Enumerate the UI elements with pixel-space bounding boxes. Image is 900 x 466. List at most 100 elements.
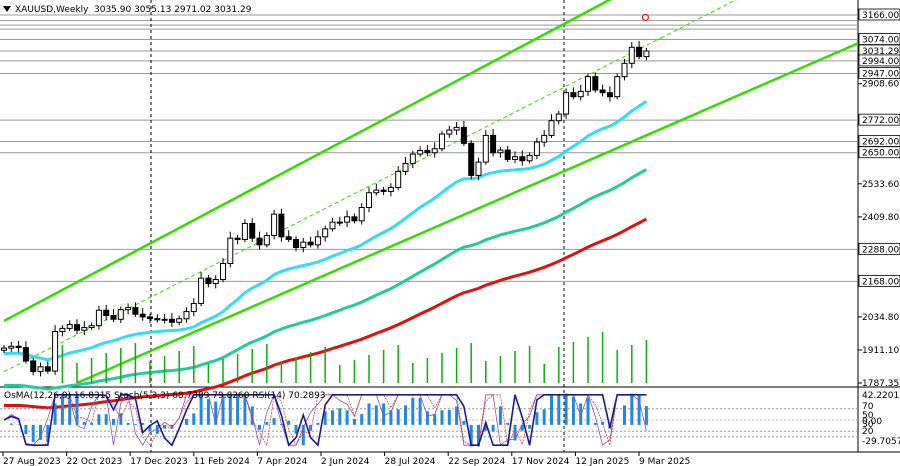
bullish-candle[interactable]: [271, 213, 278, 236]
bullish-candle[interactable]: [643, 50, 650, 58]
bullish-candle[interactable]: [95, 309, 102, 327]
bearish-candle[interactable]: [147, 316, 153, 319]
bullish-candle[interactable]: [59, 327, 66, 333]
bullish-candle[interactable]: [497, 149, 504, 154]
bullish-candle[interactable]: [1, 347, 7, 351]
bearish-candle[interactable]: [278, 213, 285, 238]
bullish-candle[interactable]: [220, 263, 226, 281]
bearish-candle[interactable]: [234, 237, 241, 240]
bullish-candle[interactable]: [117, 309, 124, 320]
bearish-candle[interactable]: [490, 134, 497, 154]
bullish-candle[interactable]: [8, 345, 15, 349]
bullish-candle[interactable]: [125, 307, 132, 311]
bullish-candle[interactable]: [329, 221, 336, 230]
price-tick-label: 2692.00: [862, 138, 899, 148]
bullish-candle[interactable]: [628, 46, 635, 64]
bullish-candle[interactable]: [241, 222, 248, 240]
bearish-candle[interactable]: [424, 150, 431, 154]
bearish-candle[interactable]: [285, 236, 292, 240]
bearish-candle[interactable]: [154, 317, 161, 321]
bearish-candle[interactable]: [74, 324, 80, 331]
bullish-candle[interactable]: [387, 186, 394, 192]
bullish-candle[interactable]: [190, 303, 197, 313]
bullish-candle[interactable]: [314, 236, 321, 246]
bullish-candle[interactable]: [183, 311, 190, 320]
bullish-candle[interactable]: [88, 325, 95, 329]
bearish-candle[interactable]: [205, 277, 212, 285]
bearish-candle[interactable]: [22, 347, 29, 362]
bearish-candle[interactable]: [351, 216, 358, 222]
time-tick-label: 17 Nov 2024: [512, 457, 570, 466]
bullish-candle[interactable]: [344, 216, 351, 223]
trend-channel[interactable]: [3, 0, 859, 385]
bullish-candle[interactable]: [395, 170, 402, 188]
bullish-candle[interactable]: [402, 162, 409, 172]
channel-middle-line[interactable]: [3, 37, 662, 373]
bullish-candle[interactable]: [563, 92, 570, 115]
bearish-candle[interactable]: [636, 46, 643, 58]
bearish-candle[interactable]: [504, 149, 511, 160]
bullish-candle[interactable]: [453, 126, 460, 131]
bullish-candle[interactable]: [533, 141, 540, 156]
bearish-candle[interactable]: [110, 315, 117, 320]
bullish-candle[interactable]: [446, 129, 453, 135]
bearish-candle[interactable]: [249, 222, 256, 239]
bullish-candle[interactable]: [439, 133, 445, 150]
bearish-candle[interactable]: [293, 238, 299, 248]
bullish-candle[interactable]: [358, 206, 365, 222]
bullish-candle[interactable]: [409, 153, 416, 164]
bullish-candle[interactable]: [263, 234, 270, 246]
bullish-candle[interactable]: [417, 150, 424, 155]
bullish-candle[interactable]: [322, 228, 329, 238]
bullish-candle[interactable]: [161, 318, 168, 321]
bullish-candle[interactable]: [431, 148, 438, 154]
candles[interactable]: [1, 13, 650, 377]
bearish-candle[interactable]: [30, 360, 37, 373]
bullish-candle[interactable]: [526, 154, 533, 162]
bullish-candle[interactable]: [366, 192, 372, 208]
symbol-dropdown-icon[interactable]: [3, 6, 11, 12]
bearish-candle[interactable]: [570, 92, 577, 98]
bearish-candle[interactable]: [103, 309, 110, 317]
bearish-candle[interactable]: [468, 142, 475, 176]
bearish-candle[interactable]: [519, 156, 526, 162]
bullish-candle[interactable]: [81, 327, 88, 331]
bullish-candle[interactable]: [621, 62, 628, 78]
bearish-candle[interactable]: [307, 241, 314, 246]
bearish-candle[interactable]: [15, 345, 22, 349]
bullish-candle[interactable]: [541, 134, 548, 143]
bullish-candle[interactable]: [336, 221, 343, 224]
bullish-candle[interactable]: [212, 279, 219, 285]
bearish-candle[interactable]: [592, 76, 599, 91]
bearish-candle[interactable]: [132, 307, 139, 315]
bearish-candle[interactable]: [380, 189, 387, 192]
bullish-candle[interactable]: [37, 366, 44, 373]
bullish-candle[interactable]: [176, 318, 183, 323]
bullish-candle[interactable]: [614, 76, 621, 98]
bearish-candle[interactable]: [139, 313, 146, 318]
bullish-candle[interactable]: [585, 76, 591, 92]
bullish-candle[interactable]: [548, 120, 555, 136]
bullish-candle[interactable]: [577, 90, 584, 98]
bullish-candle[interactable]: [52, 331, 59, 372]
bullish-candle[interactable]: [66, 324, 73, 329]
channel-lower-line[interactable]: [76, 42, 859, 385]
bullish-candle[interactable]: [198, 277, 205, 305]
channel-middle-extension[interactable]: [660, 0, 800, 39]
bearish-candle[interactable]: [168, 318, 175, 323]
bearish-candle[interactable]: [256, 237, 263, 246]
bearish-candle[interactable]: [606, 92, 613, 98]
bearish-candle[interactable]: [460, 126, 467, 144]
bullish-candle[interactable]: [555, 113, 562, 122]
bullish-candle[interactable]: [227, 237, 234, 265]
bullish-candle[interactable]: [373, 189, 380, 194]
bullish-candle[interactable]: [512, 156, 518, 160]
bullish-candle[interactable]: [475, 161, 482, 176]
bearish-candle[interactable]: [44, 366, 51, 372]
bullish-candle[interactable]: [482, 134, 489, 163]
bullish-candle[interactable]: [300, 241, 307, 248]
channel-upper-line[interactable]: [3, 0, 734, 323]
bearish-candle[interactable]: [599, 89, 606, 94]
